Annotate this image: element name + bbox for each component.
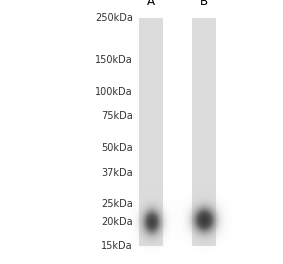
Text: 75kDa: 75kDa — [101, 111, 133, 121]
Text: 25kDa: 25kDa — [101, 199, 133, 209]
Text: 20kDa: 20kDa — [101, 217, 133, 227]
Text: 37kDa: 37kDa — [101, 168, 133, 178]
Text: 150kDa: 150kDa — [95, 55, 133, 65]
Text: 250kDa: 250kDa — [95, 13, 133, 23]
Text: B: B — [200, 0, 208, 8]
Text: A: A — [147, 0, 155, 8]
Text: 100kDa: 100kDa — [95, 87, 133, 97]
Bar — [140, 18, 164, 246]
Bar — [192, 18, 216, 246]
Text: 50kDa: 50kDa — [101, 143, 133, 153]
Text: 15kDa: 15kDa — [101, 241, 133, 251]
